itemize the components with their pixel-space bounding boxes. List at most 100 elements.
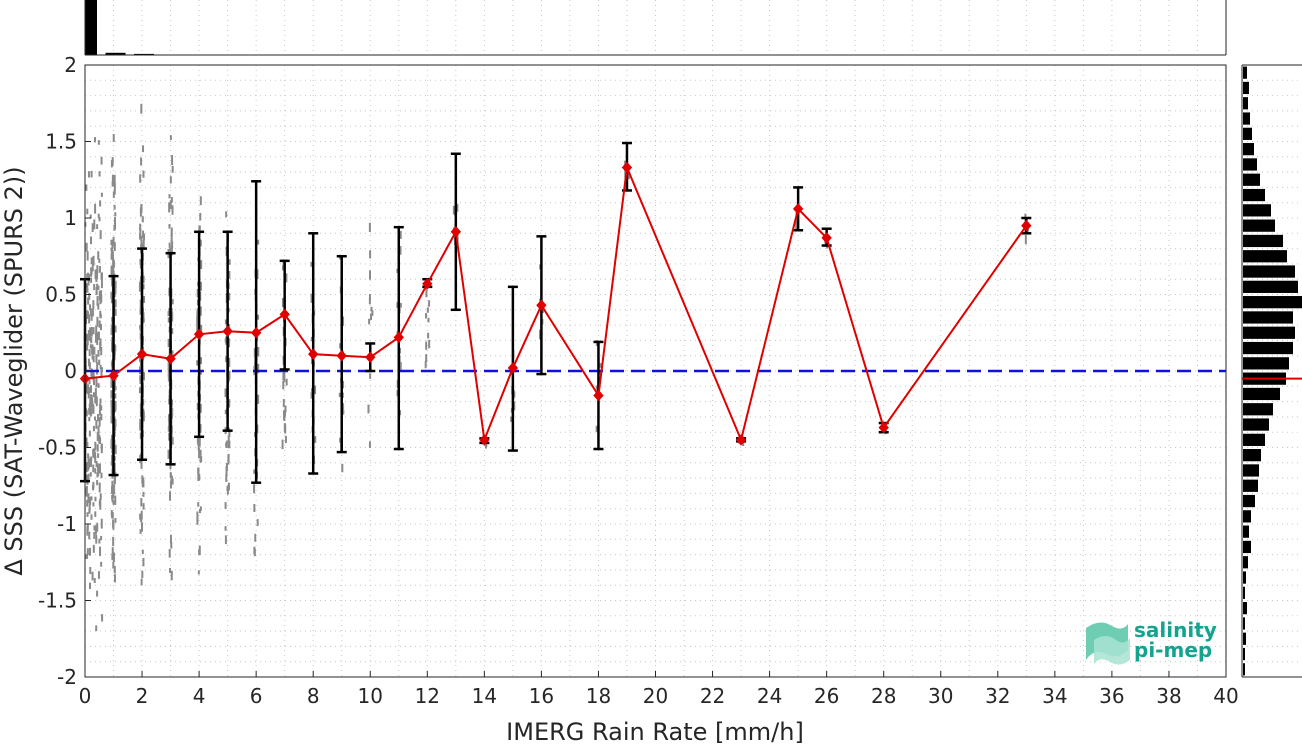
scatter-point (168, 224, 171, 229)
scatter-point (90, 257, 93, 265)
y-tick-label: -1.5 (38, 589, 77, 613)
scatter-point (425, 341, 428, 350)
scatter-point (94, 455, 97, 463)
scatter-point (112, 536, 115, 547)
scatter-point (90, 277, 93, 283)
scatter-point (89, 398, 92, 404)
scatter-point (310, 261, 313, 267)
scatter-point (142, 503, 145, 510)
scatter-point (98, 500, 101, 506)
right-histogram-bar (1243, 464, 1259, 477)
scatter-point (85, 333, 88, 342)
scatter-point (87, 171, 90, 178)
scatter-point (98, 171, 101, 177)
scatter-point (89, 582, 92, 590)
scatter-point (110, 266, 113, 276)
scatter-point (168, 202, 171, 213)
scatter-point (254, 533, 257, 542)
scatter-point (99, 502, 102, 510)
scatter-point (113, 217, 116, 225)
scatter-point (100, 518, 103, 529)
scatter-point (99, 230, 102, 240)
right-histogram-bar (1243, 188, 1265, 202)
y-tick-label: -2 (57, 665, 77, 689)
scatter-point (113, 204, 116, 210)
scatter-point (171, 414, 174, 419)
scatter-point (87, 493, 90, 504)
scatter-point (456, 203, 459, 212)
scatter-point (227, 324, 230, 329)
scatter-point (599, 363, 602, 368)
scatter-point (88, 508, 91, 514)
scatter-point (87, 453, 90, 459)
right-histogram-bar (1243, 449, 1261, 462)
scatter-point (94, 525, 97, 535)
scatter-point (139, 326, 142, 332)
mean-marker (165, 353, 176, 365)
scatter-point (170, 399, 173, 406)
scatter-point (167, 414, 170, 422)
scatter-point (196, 402, 199, 411)
right-histogram-bar (1243, 479, 1258, 492)
scatter-point (87, 330, 90, 339)
scatter-point (99, 398, 102, 404)
scatter-point (93, 283, 96, 291)
scatter-point (90, 269, 93, 275)
mean-marker (821, 232, 832, 244)
scatter-point (199, 403, 202, 413)
scatter-point (167, 367, 170, 378)
mean-marker (193, 328, 205, 341)
scatter-point (90, 408, 93, 415)
scatter-point (196, 288, 199, 298)
scatter-point (114, 280, 117, 289)
scatter-point (227, 442, 230, 449)
scatter-point (91, 307, 94, 317)
scatter-point (227, 485, 230, 492)
scatter-point (100, 561, 103, 567)
scatter-point (97, 213, 100, 219)
scatter-point (139, 223, 142, 231)
scatter-point (97, 331, 100, 341)
scatter-point (224, 535, 227, 545)
scatter-point (141, 480, 144, 488)
main-plot: 0 2 4 6 8 10 12 14 16 18 20 22 24 26 28 30 32 34 36 38 40 -2… (0, 53, 1239, 745)
mean-marker (450, 226, 461, 238)
scatter-point (169, 472, 172, 478)
right-histogram-bar (1243, 510, 1251, 523)
scatter-point (110, 415, 113, 422)
scatter-point (94, 496, 97, 502)
scatter-point (89, 566, 92, 575)
scatter-point (97, 251, 100, 260)
scatter-point (595, 385, 598, 391)
scatter-point (113, 182, 116, 190)
scatter-point (110, 248, 113, 255)
scatter-point (95, 287, 98, 295)
scatter-point (139, 307, 142, 315)
scatter-point (94, 511, 97, 517)
scatter-point (112, 259, 115, 268)
scatter-point (97, 571, 100, 579)
scatter-point (114, 385, 117, 391)
scatter-point (87, 297, 90, 305)
scatter-point (89, 472, 92, 477)
scatter-point (114, 300, 117, 308)
scatter-point (113, 574, 116, 583)
scatter-point (91, 370, 94, 380)
x-tick-label: 10 (358, 684, 383, 708)
scatter-point (95, 396, 98, 407)
top-histogram-frame (85, 0, 1226, 55)
scatter-point (224, 319, 227, 325)
scatter-point (88, 377, 91, 385)
scatter-point (139, 232, 142, 240)
scatter-point (369, 250, 372, 259)
right-histogram-bar (1243, 326, 1295, 339)
scatter-point (168, 432, 171, 441)
scatter-point (86, 499, 89, 507)
scatter-point (284, 405, 287, 413)
scatter-point (92, 255, 95, 266)
x-axis-ticks: 0 2 4 6 8 10 12 14 16 18 20 22 24 26 28 30 32 34 36 38 40 (79, 671, 1239, 708)
right-histogram-bar (1243, 280, 1298, 293)
scatter-point (224, 338, 227, 343)
scatter-point (253, 503, 256, 512)
